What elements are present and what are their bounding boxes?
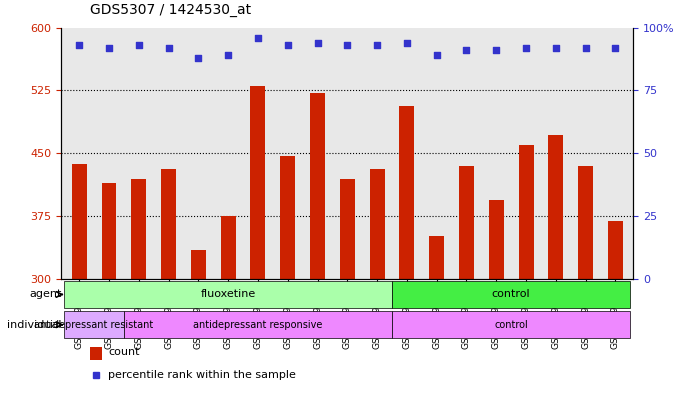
Text: control: control xyxy=(494,320,528,330)
Point xyxy=(610,44,621,51)
Bar xyxy=(161,169,176,393)
Point xyxy=(402,39,413,46)
Bar xyxy=(429,236,444,393)
Bar xyxy=(131,179,146,393)
Bar xyxy=(251,86,266,393)
Text: GDS5307 / 1424530_at: GDS5307 / 1424530_at xyxy=(90,3,251,17)
Point xyxy=(312,39,323,46)
Point xyxy=(520,44,531,51)
Text: control: control xyxy=(492,290,530,299)
Point xyxy=(104,44,114,51)
Bar xyxy=(340,179,355,393)
Bar xyxy=(101,183,116,393)
Text: antidepressant responsive: antidepressant responsive xyxy=(193,320,323,330)
Point xyxy=(461,47,472,53)
Bar xyxy=(459,166,474,393)
Point xyxy=(133,42,144,48)
Point xyxy=(74,42,84,48)
FancyBboxPatch shape xyxy=(392,281,631,308)
FancyBboxPatch shape xyxy=(64,281,392,308)
Bar xyxy=(548,135,563,393)
Bar xyxy=(90,347,102,360)
Bar xyxy=(400,106,414,393)
Point xyxy=(491,47,502,53)
Text: individual: individual xyxy=(7,320,62,330)
Text: agent: agent xyxy=(29,290,62,299)
Point xyxy=(372,42,383,48)
Point xyxy=(550,44,561,51)
Point xyxy=(223,52,234,58)
Text: fluoxetine: fluoxetine xyxy=(200,290,256,299)
Point xyxy=(253,35,264,41)
Bar xyxy=(608,220,623,393)
FancyBboxPatch shape xyxy=(392,311,631,338)
Point xyxy=(431,52,442,58)
FancyBboxPatch shape xyxy=(64,311,124,338)
Point xyxy=(580,44,591,51)
Bar xyxy=(72,163,86,393)
Point xyxy=(342,42,353,48)
Text: count: count xyxy=(108,347,140,358)
Bar xyxy=(578,166,593,393)
Text: percentile rank within the sample: percentile rank within the sample xyxy=(108,370,296,380)
Bar xyxy=(191,250,206,393)
FancyBboxPatch shape xyxy=(124,311,392,338)
Point xyxy=(282,42,293,48)
Point xyxy=(163,44,174,51)
Bar xyxy=(370,169,385,393)
Bar xyxy=(221,217,236,393)
Point xyxy=(193,55,204,61)
Bar xyxy=(489,200,504,393)
Text: antidepressant resistant: antidepressant resistant xyxy=(35,320,154,330)
Bar xyxy=(281,156,295,393)
Bar xyxy=(310,93,325,393)
Bar xyxy=(519,145,533,393)
